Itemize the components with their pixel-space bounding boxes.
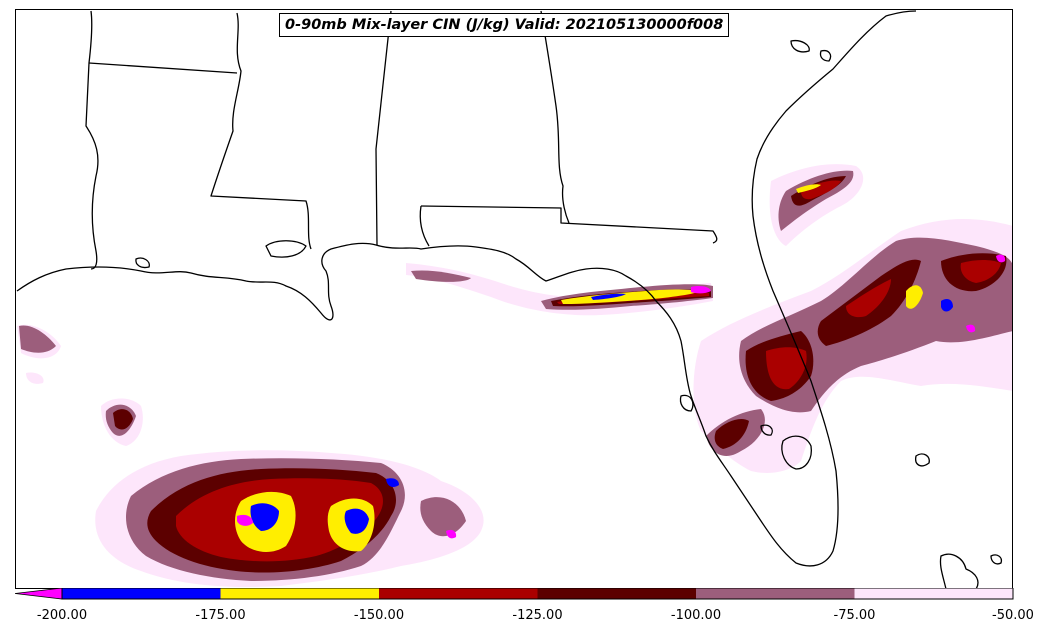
colorbar-bin bbox=[62, 588, 221, 599]
state-border bbox=[375, 10, 392, 246]
island-outline bbox=[135, 257, 150, 269]
colorbar-tick-label: -75.00 bbox=[833, 608, 876, 623]
island-outline bbox=[679, 394, 694, 412]
state-border bbox=[419, 205, 430, 247]
cin-map bbox=[16, 10, 1012, 588]
colorbar-bin bbox=[854, 588, 1013, 599]
island-outline bbox=[915, 453, 930, 467]
cin-contour-magenta bbox=[996, 254, 1006, 263]
colorbar-bin bbox=[379, 588, 538, 599]
cin-contour-yellow bbox=[561, 289, 701, 304]
cin-contour-mauve bbox=[420, 497, 466, 537]
island-outline bbox=[990, 554, 1003, 565]
cin-contour-dark bbox=[714, 419, 749, 449]
lake-outline bbox=[781, 435, 812, 470]
colorbar-tick-label: -50.00 bbox=[992, 608, 1034, 623]
state-border bbox=[420, 205, 718, 244]
lake-outline bbox=[265, 240, 307, 258]
cin-contour-blue bbox=[250, 503, 279, 531]
cin-contour-mauve bbox=[19, 325, 56, 353]
island-outline bbox=[760, 424, 773, 436]
cin-contour-red bbox=[766, 347, 807, 390]
colorbar-tick-label: -100.00 bbox=[670, 608, 722, 623]
cin-contour-light bbox=[26, 372, 44, 384]
gulf-coastline bbox=[16, 10, 917, 567]
colorbar-bins bbox=[62, 588, 1013, 599]
cin-contour-blue bbox=[386, 478, 399, 487]
colorbar bbox=[15, 588, 1014, 600]
cin-contour-dark bbox=[113, 409, 133, 430]
state-border bbox=[210, 12, 312, 250]
state-border bbox=[540, 10, 570, 224]
cin-contour-red bbox=[801, 180, 841, 200]
cin-contour-blue bbox=[344, 508, 369, 534]
colorbar-tick-label: -175.00 bbox=[195, 608, 246, 623]
cin-contour-red bbox=[846, 279, 891, 318]
state-border bbox=[88, 62, 238, 74]
cin-contour-magenta bbox=[446, 529, 457, 539]
cin-contour-blue bbox=[941, 299, 953, 312]
cin-contour-mauve bbox=[411, 270, 471, 282]
cin-contour-yellow bbox=[796, 184, 821, 193]
map-panel bbox=[15, 9, 1013, 589]
island-outline bbox=[819, 49, 832, 62]
cin-contour-magenta bbox=[691, 286, 711, 294]
map-title: 0-90mb Mix-layer CIN (J/kg) Valid: 20210… bbox=[279, 13, 730, 37]
colorbar-under-extension bbox=[15, 588, 63, 600]
cin-contour-yellow bbox=[906, 285, 923, 309]
cin-contour-blue bbox=[591, 293, 626, 300]
colorbar-bin bbox=[696, 588, 855, 599]
island-outline bbox=[790, 39, 810, 53]
colorbar-tick-label: -125.00 bbox=[512, 608, 563, 623]
cin-contour-magenta bbox=[237, 514, 253, 526]
colorbar-bin bbox=[537, 588, 696, 599]
colorbar-bin bbox=[220, 588, 379, 599]
state-border bbox=[85, 10, 99, 270]
colorbar-tick-label: -150.00 bbox=[353, 608, 405, 623]
cin-contour-red bbox=[960, 260, 1001, 283]
colorbar-tick-label: -200.00 bbox=[36, 608, 88, 623]
island-outline bbox=[939, 553, 979, 588]
cin-contour-magenta bbox=[966, 324, 976, 333]
